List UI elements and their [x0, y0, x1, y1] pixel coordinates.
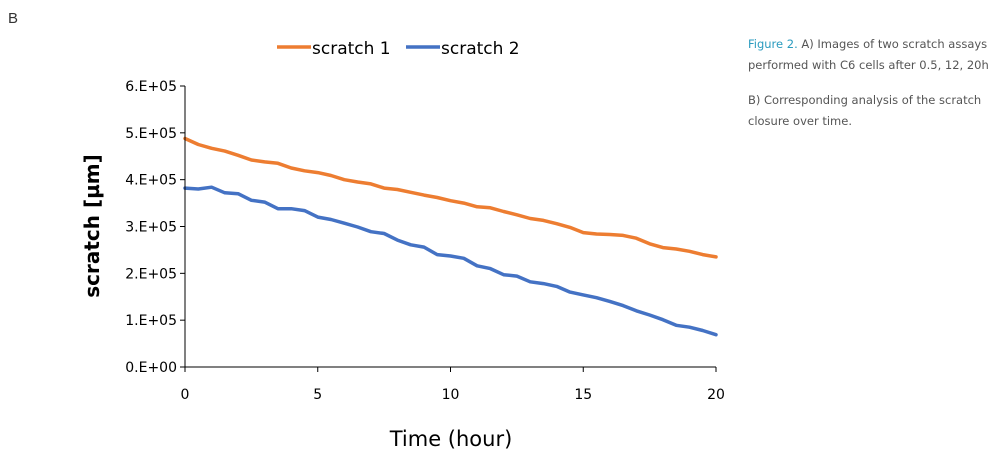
caption-paragraph-b: B) Corresponding analysis of the scratch… — [748, 93, 982, 128]
y-tick-label: 6.E+05 — [125, 79, 177, 95]
series-line-1 — [183, 136, 718, 259]
figure-label: Figure 2. — [748, 37, 798, 51]
legend-label-1: scratch 1 — [312, 39, 391, 59]
series-layer — [183, 136, 718, 337]
chart-legend: scratch 1 scratch 2 — [277, 39, 520, 59]
caption-part-a: A) Images of two scratch assays performe… — [748, 37, 989, 72]
x-tick-label: 15 — [574, 387, 592, 403]
x-axis-label: Time (hour) — [389, 427, 513, 451]
x-tick-label: 5 — [313, 387, 322, 403]
panel-label: B — [8, 10, 19, 27]
caption-paragraph-a: Figure 2. A) Images of two scratch assay… — [748, 34, 993, 76]
y-tick-label: 3.E+05 — [125, 220, 177, 236]
y-tick-label: 0.E+00 — [125, 360, 177, 376]
x-tick-label: 0 — [181, 387, 190, 403]
axes-layer: 0.E+00 1.E+05 2.E+05 3.E+05 4.E+05 5.E+05 6.E+… — [125, 79, 725, 403]
line-chart: scratch 1 scratch 2 0.E+00 1.E+05 2.E+05 3.E… — [80, 39, 725, 451]
y-tick-label: 4.E+05 — [125, 173, 177, 189]
y-tick-label: 2.E+05 — [125, 266, 177, 282]
y-tick-label: 1.E+05 — [125, 313, 177, 329]
y-axis-label: scratch [µm] — [80, 154, 104, 298]
figure-caption: Figure 2. A) Images of two scratch assay… — [748, 34, 993, 146]
series-line-2 — [183, 185, 718, 337]
x-tick-label: 10 — [442, 387, 460, 403]
legend-label-2: scratch 2 — [441, 39, 520, 59]
x-tick-label: 20 — [707, 387, 725, 403]
y-tick-label: 5.E+05 — [125, 126, 177, 142]
